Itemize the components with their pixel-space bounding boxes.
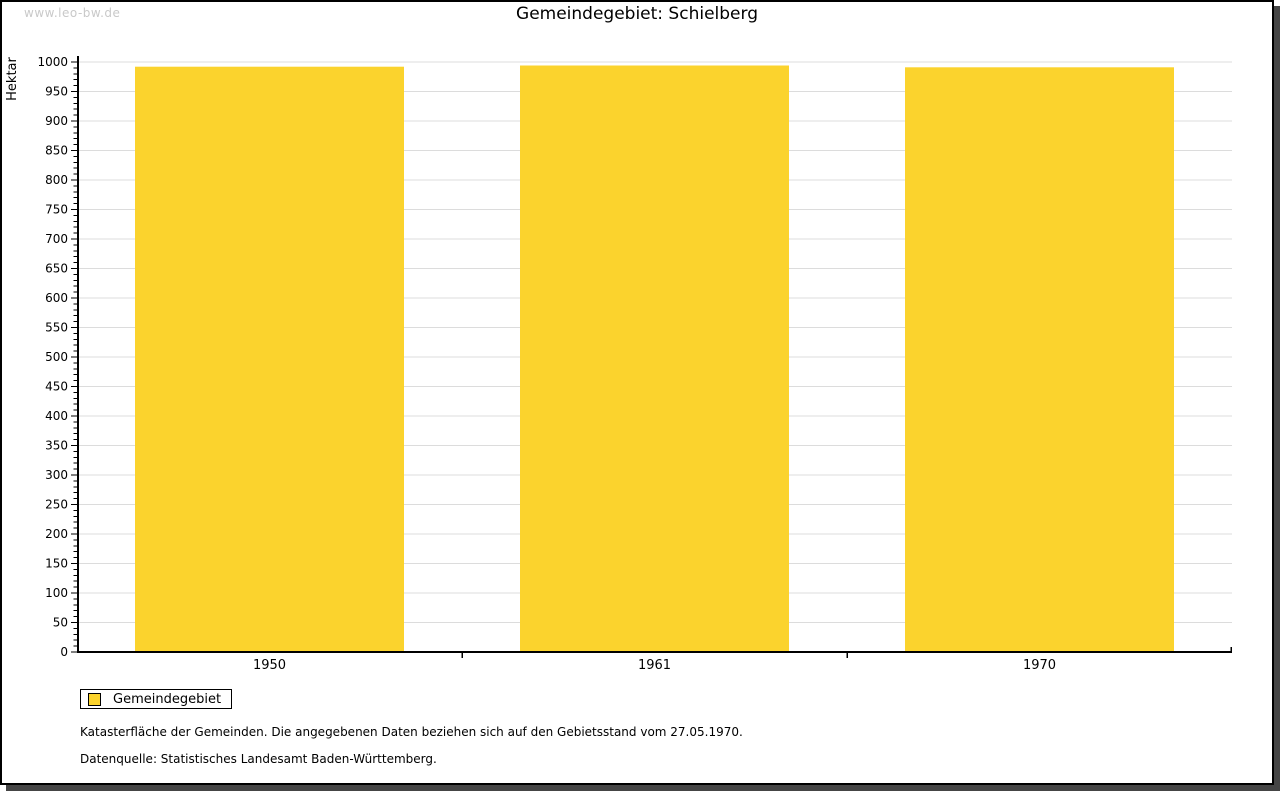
bar xyxy=(520,65,789,652)
y-tick-label: 250 xyxy=(45,498,68,512)
y-tick-label: 150 xyxy=(45,557,68,571)
y-tick-label: 750 xyxy=(45,203,68,217)
footnote-data-source: Datenquelle: Statistisches Landesamt Bad… xyxy=(80,752,437,766)
bar xyxy=(905,67,1174,653)
x-tick-label: 1970 xyxy=(1023,658,1056,673)
x-tick-label: 1950 xyxy=(253,658,286,673)
y-tick-label: 300 xyxy=(45,468,68,482)
y-tick-label: 700 xyxy=(45,232,68,246)
y-tick-label: 600 xyxy=(45,291,68,305)
footnote-source-description: Katasterfläche der Gemeinden. Die angege… xyxy=(80,725,743,739)
x-tick-label: 1961 xyxy=(638,658,671,673)
bar xyxy=(135,66,404,652)
y-tick-label: 850 xyxy=(45,144,68,158)
y-tick-label: 200 xyxy=(45,527,68,541)
legend-label: Gemeindegebiet xyxy=(113,691,222,707)
y-tick-label: 800 xyxy=(45,173,68,187)
y-tick-label: 50 xyxy=(53,616,68,630)
y-tick-label: 500 xyxy=(45,350,68,364)
y-tick-label: 650 xyxy=(45,262,68,276)
y-tick-label: 100 xyxy=(45,586,68,600)
y-tick-label: 400 xyxy=(45,409,68,423)
y-tick-label: 450 xyxy=(45,380,68,394)
legend-swatch-icon xyxy=(88,692,101,706)
chart-title: Gemeindegebiet: Schielberg xyxy=(516,4,758,24)
y-tick-label: 550 xyxy=(45,321,68,335)
y-tick-label: 350 xyxy=(45,439,68,453)
y-tick-label: 1000 xyxy=(37,55,68,69)
legend-box: Gemeindegebiet xyxy=(80,689,233,709)
y-tick-label: 950 xyxy=(45,85,68,99)
watermark-url: www.leo-bw.de xyxy=(24,6,121,20)
y-axis-title: Hektar xyxy=(5,56,20,100)
y-tick-label: 900 xyxy=(45,114,68,128)
y-tick-label: 0 xyxy=(60,645,68,659)
